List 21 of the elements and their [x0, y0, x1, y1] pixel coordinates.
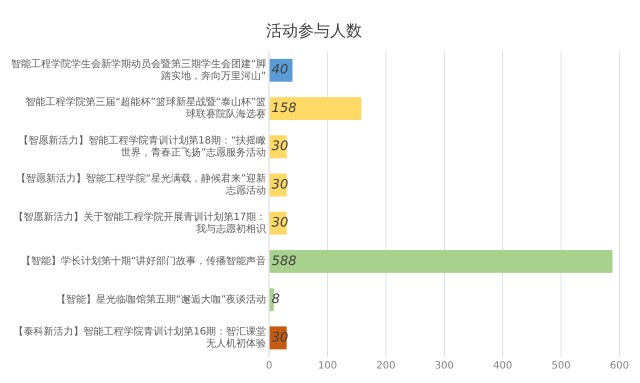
y-tick-label: 【智愿新活力】智能工程学院“星光满载，静候君来”迎新志愿活动 [16, 172, 266, 197]
chart-title: 活动参与人数 [266, 20, 362, 40]
x-tick-label: 100 [318, 360, 338, 372]
y-tick-label: 【智能】学长计划第十期“讲好部门故事，传播智能声音 [20, 255, 266, 268]
x-tick-label: 400 [493, 360, 512, 372]
y-tick-label: 【智能】星光临咖馆第五期“邂逅大咖”夜谈活动 [56, 293, 266, 306]
x-tick-label: 300 [434, 360, 454, 372]
y-tick-label: 智能工程学院第三届“超能杯”篮球新星战暨“泰山杯”篮球联赛院队海选赛 [25, 96, 266, 120]
y-tick-label: 【智愿新活力】关于智能工程学院开展青训计划第17期：我与志愿初相识 [13, 210, 266, 235]
y-tick-label: 【泰科新活力】智能工程学院青训计划第16期：智汇课堂无人机初体验 [13, 325, 266, 350]
bar [270, 250, 612, 273]
x-tick-label: 600 [610, 360, 630, 372]
x-tick-label: 200 [376, 360, 396, 372]
data-label: 588 [272, 254, 297, 269]
bar [270, 97, 362, 120]
y-tick-label: 智能工程学院学生会新学期动员会暨第三期学生会团建“脚踏实地，奔向万里河山” [10, 58, 266, 82]
y-tick-label: 【智愿新活力】智能工程学院青训计划第18期：“扶摇瞰世界，青春正飞扬”志愿服务活动 [18, 134, 266, 158]
data-label: 40 [272, 62, 288, 78]
x-tick-label: 500 [552, 360, 571, 372]
data-label: 158 [272, 100, 297, 116]
x-tick-label: 0 [266, 360, 272, 372]
